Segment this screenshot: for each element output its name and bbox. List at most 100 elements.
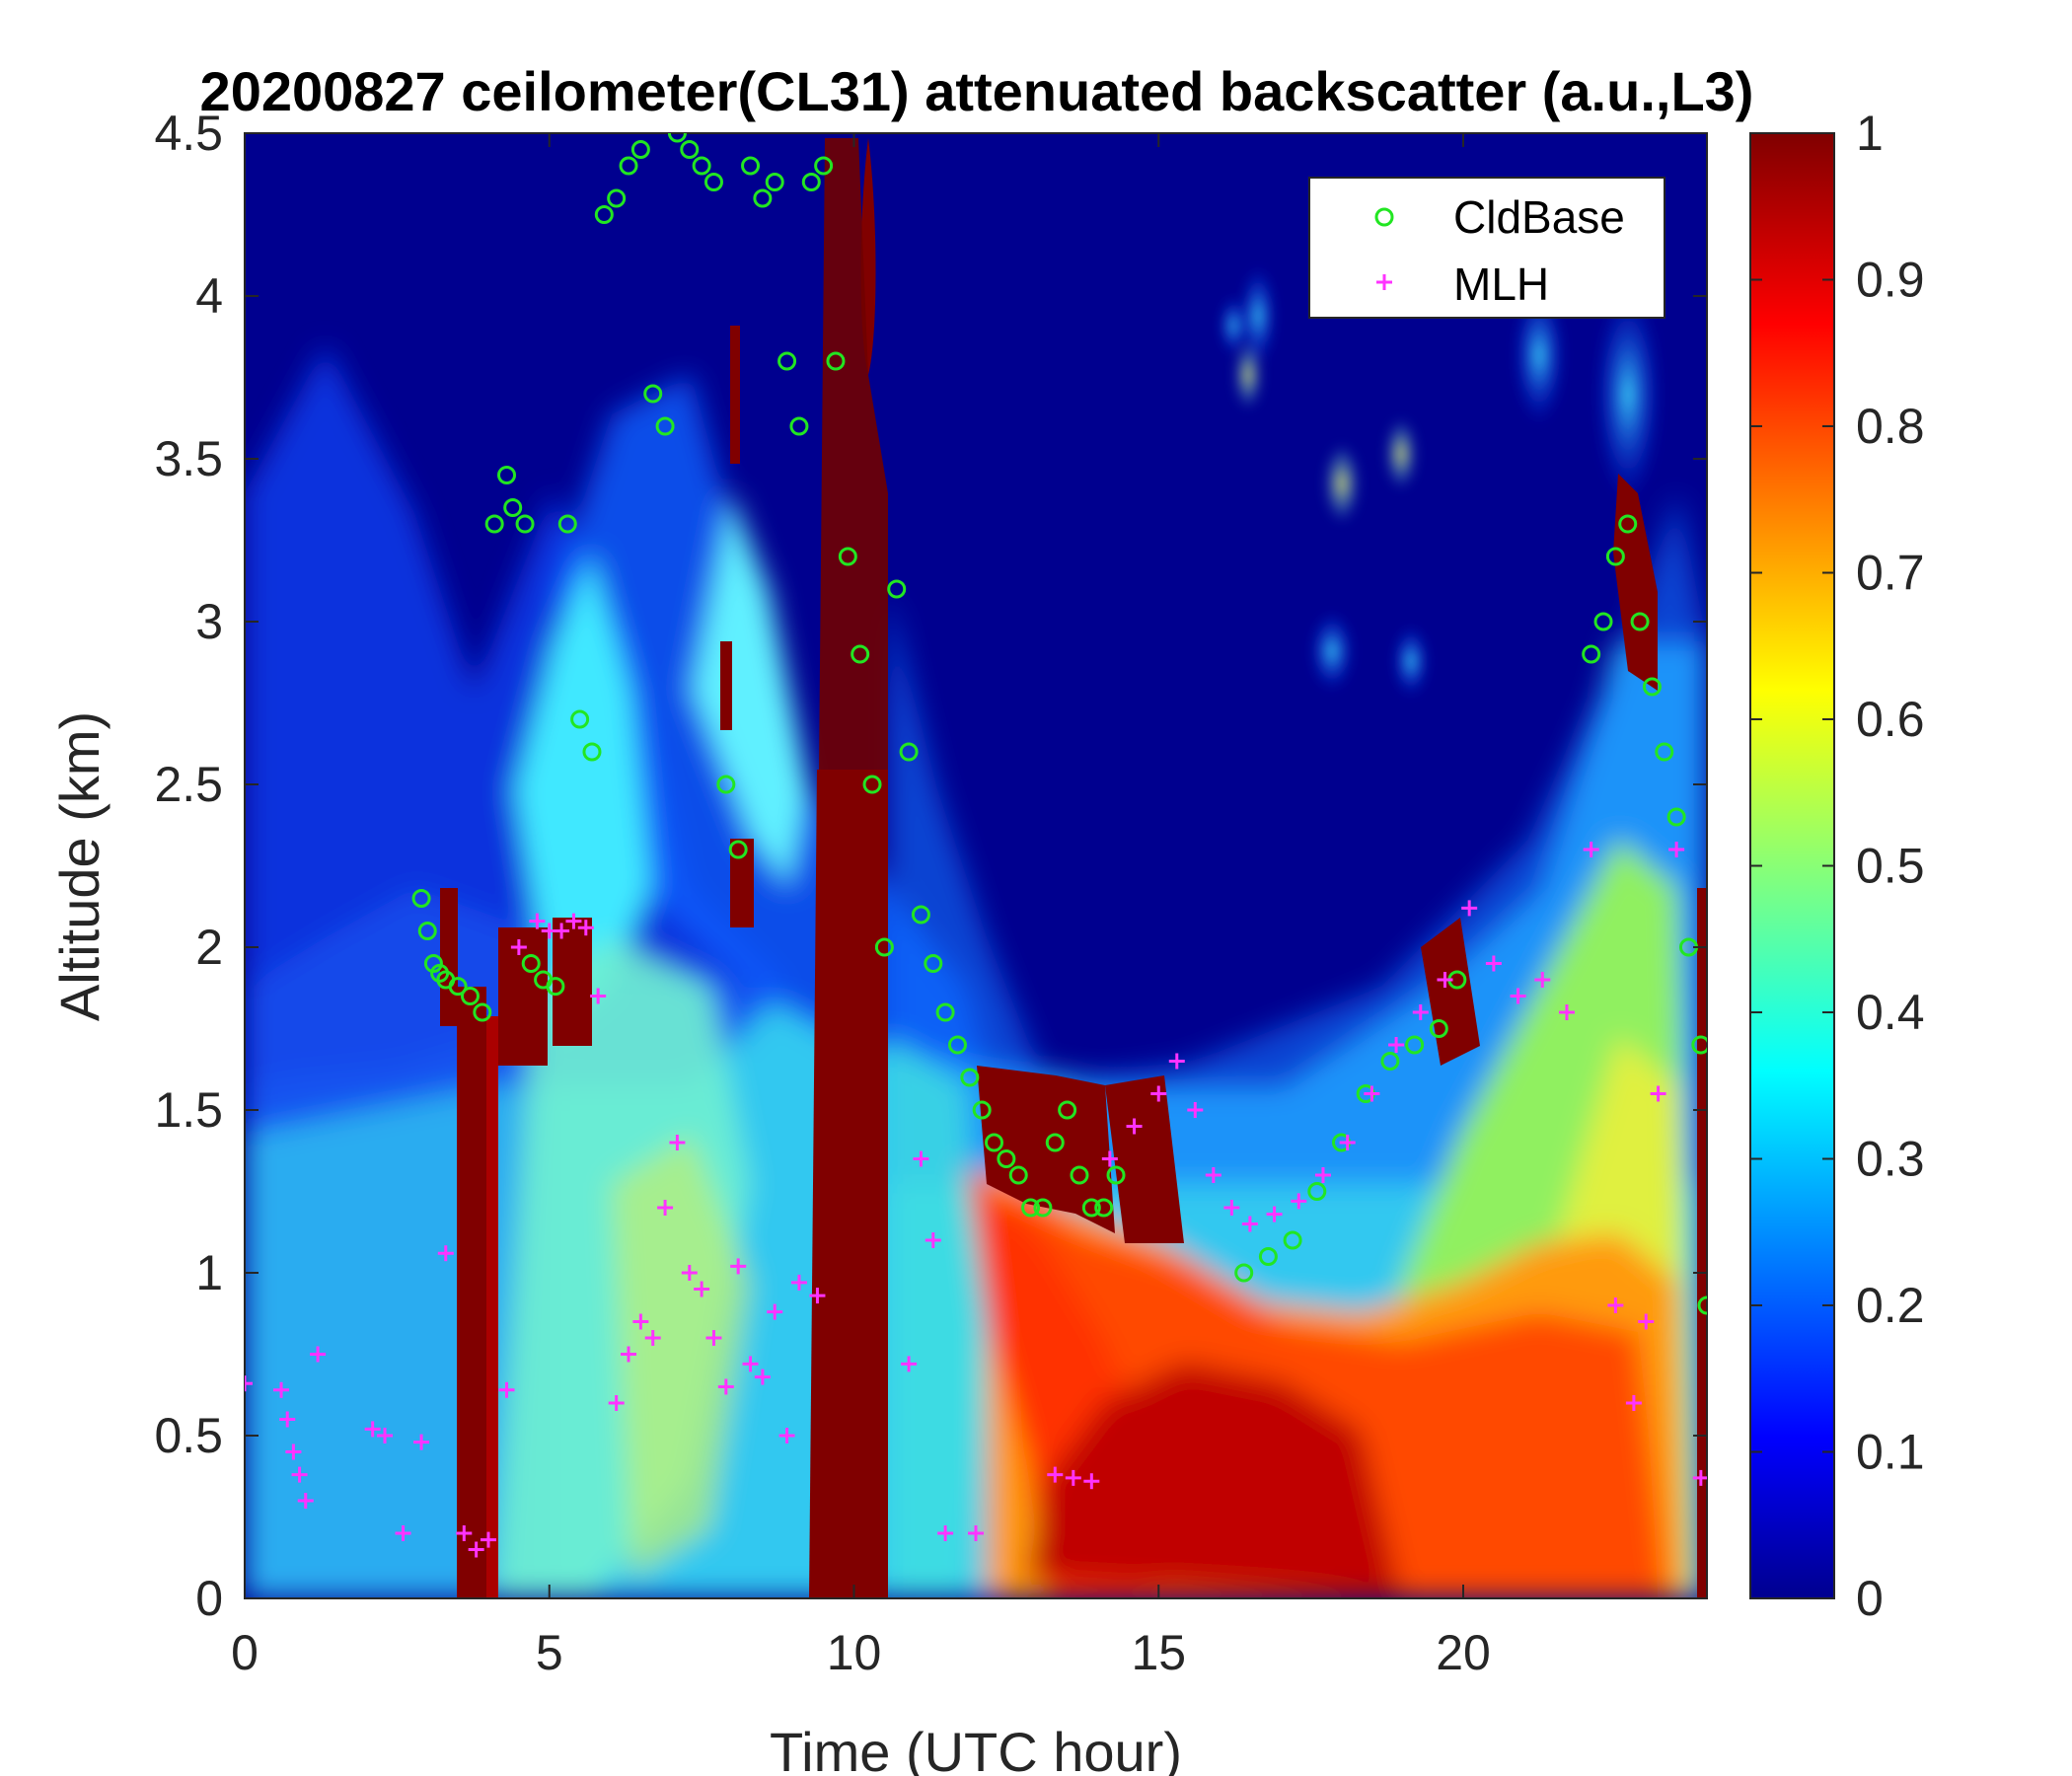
- cldbase-point: [1258, 1247, 1278, 1266]
- mlh-point: [413, 1434, 430, 1450]
- mlh-point: [510, 939, 527, 955]
- mlh-point: [1291, 1193, 1307, 1210]
- cldbase-point: [874, 937, 894, 957]
- mlh-point: [621, 1346, 637, 1363]
- mlh-point: [1388, 1037, 1405, 1053]
- mlh-point: [1168, 1053, 1185, 1070]
- cldbase-point: [1630, 612, 1650, 631]
- legend-mlh-marker: [1376, 274, 1392, 290]
- cldbase-point: [1033, 1198, 1053, 1218]
- mlh-point: [1241, 1216, 1258, 1232]
- mlh-point: [1583, 842, 1599, 857]
- cldbase-point: [851, 644, 870, 664]
- mlh-point: [1650, 1085, 1666, 1102]
- cldbase-point: [1697, 1295, 1707, 1315]
- cldbase-point: [899, 742, 919, 762]
- colorbar-tick-label: 0.8: [1856, 399, 1925, 454]
- cldbase-point: [1094, 1198, 1114, 1218]
- cldbase-point: [473, 1002, 492, 1022]
- mlh-point: [1150, 1085, 1167, 1102]
- mlh-point: [925, 1232, 941, 1248]
- y-tick-label: 0.5: [154, 1408, 223, 1463]
- cldbase-point: [985, 1133, 1004, 1152]
- mlh-point: [1223, 1200, 1240, 1216]
- legend-box: [1308, 177, 1665, 319]
- cldbase-point: [1234, 1263, 1254, 1283]
- cldbase-point: [655, 416, 675, 436]
- legend: CldBase MLH: [1308, 177, 1665, 319]
- mlh-point: [297, 1493, 314, 1509]
- cldbase-point: [1045, 1133, 1065, 1152]
- mlh-point: [1437, 972, 1453, 988]
- mlh-point: [1510, 988, 1526, 1004]
- mlh-point: [554, 923, 570, 939]
- y-tick-label: 2: [195, 920, 223, 975]
- cldbase-point: [1642, 677, 1662, 697]
- cldbase-point: [947, 1035, 967, 1055]
- x-tick-label: 10: [827, 1625, 882, 1680]
- mlh-point: [1339, 1135, 1356, 1150]
- mlh-point: [245, 1375, 253, 1392]
- cldbase-point: [497, 466, 517, 484]
- mlh-point: [1083, 1473, 1100, 1490]
- mlh-point: [310, 1346, 327, 1363]
- cldbase-point: [703, 173, 723, 191]
- mlh-point: [1412, 1004, 1429, 1020]
- colorbar-tick-label: 1: [1856, 106, 1884, 161]
- mlh-point: [285, 1443, 302, 1460]
- mlh-point: [498, 1381, 515, 1398]
- x-tick-label: 0: [231, 1625, 259, 1680]
- mlh-point: [913, 1150, 929, 1167]
- cldbase-point: [448, 977, 468, 997]
- cldbase-point: [1655, 742, 1674, 762]
- mlh-point: [273, 1381, 290, 1398]
- mlh-point: [468, 1541, 484, 1558]
- mlh-point: [1638, 1313, 1655, 1330]
- mlh-point: [1461, 900, 1478, 917]
- cldbase-point: [607, 188, 627, 208]
- cldbase-point: [1405, 1035, 1425, 1055]
- mlh-point: [1692, 1469, 1707, 1486]
- cldbase-point: [1593, 612, 1613, 631]
- mlh-point: [705, 1330, 722, 1346]
- colorbar: 0 0.1 0.2 0.3 0.4 0.5 0.6 0.7 0.8 0.9 1: [1749, 106, 1925, 1626]
- mlh-point: [694, 1281, 710, 1297]
- y-tick-label: 0: [195, 1571, 223, 1626]
- mlh-point: [681, 1265, 698, 1281]
- mlh-point: [608, 1395, 625, 1411]
- cldbase-point: [1106, 1165, 1126, 1185]
- mlh-point: [1534, 972, 1551, 988]
- cldbase-point: [546, 977, 565, 997]
- colorbar-tick-label: 0.5: [1856, 839, 1925, 894]
- mlh-point: [742, 1356, 759, 1372]
- mlh-point: [767, 1303, 783, 1320]
- cldbase-point: [777, 351, 797, 371]
- mlh-point: [657, 1200, 674, 1216]
- cldbase-point: [1429, 1019, 1448, 1038]
- x-axis-label: Time (UTC hour): [770, 1721, 1182, 1776]
- colorbar-tick-label: 0.4: [1856, 985, 1925, 1040]
- cldbase-point: [1618, 514, 1638, 534]
- mlh-point: [790, 1274, 807, 1291]
- colorbar-tick-label: 0.2: [1856, 1278, 1925, 1333]
- cldbase-point: [838, 547, 857, 566]
- y-axis-label: Altitude (km): [48, 711, 111, 1021]
- colorbar-gradient: [1749, 132, 1835, 1599]
- mlh-point: [1558, 1004, 1575, 1020]
- cldbase-point: [862, 775, 882, 794]
- mlh-point: [529, 913, 546, 929]
- cldbase-point: [1691, 1035, 1707, 1055]
- mlh-point: [395, 1525, 411, 1541]
- mlh-point: [809, 1288, 826, 1304]
- x-tick-label: 15: [1131, 1625, 1186, 1680]
- cldbase-point: [924, 954, 943, 973]
- cldbase-point: [765, 173, 784, 191]
- mlh-point: [1266, 1206, 1283, 1222]
- mlh-point: [1314, 1167, 1331, 1183]
- cldbase-point: [801, 173, 821, 191]
- y-axis: 0 0.5 1 1.5 2 2.5 3 3.5 4 4.5: [154, 106, 1707, 1626]
- cldbase-point: [1605, 547, 1625, 566]
- colorbar-tick-label: 0: [1856, 1571, 1884, 1626]
- cldbase-point: [887, 579, 907, 599]
